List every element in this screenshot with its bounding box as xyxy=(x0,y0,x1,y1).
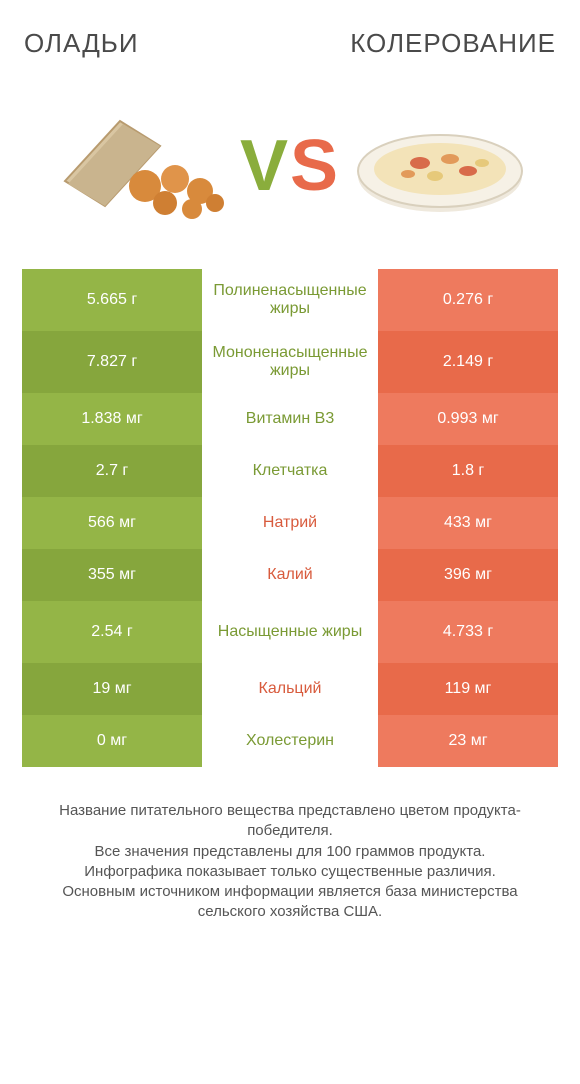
right-value: 0.276 г xyxy=(378,269,558,331)
table-row: 355 мгКалий396 мг xyxy=(22,549,558,601)
right-value: 433 мг xyxy=(378,497,558,549)
header: ОЛАДЬИ КОЛЕРОВАНИЕ xyxy=(0,0,580,71)
right-value: 23 мг xyxy=(378,715,558,767)
left-value: 0 мг xyxy=(22,715,202,767)
table-row: 1.838 мгВитамин B30.993 мг xyxy=(22,393,558,445)
nutrient-label: Кальций xyxy=(202,663,378,715)
right-value: 4.733 г xyxy=(378,601,558,663)
nutrient-label: Полиненасыщенные жиры xyxy=(202,269,378,331)
table-row: 2.7 гКлетчатка1.8 г xyxy=(22,445,558,497)
vs-letter-s: S xyxy=(290,125,340,207)
footnote: Название питательного вещества представл… xyxy=(30,801,550,923)
nutrient-label: Калий xyxy=(202,549,378,601)
left-value: 355 мг xyxy=(22,549,202,601)
left-value: 1.838 мг xyxy=(22,393,202,445)
right-product-image xyxy=(350,111,530,221)
nutrient-label: Мононенасыщенные жиры xyxy=(202,331,378,393)
vs-row: VS xyxy=(0,71,580,269)
vs-letter-v: V xyxy=(240,125,290,207)
table-row: 566 мгНатрий433 мг xyxy=(22,497,558,549)
right-value: 2.149 г xyxy=(378,331,558,393)
left-value: 7.827 г xyxy=(22,331,202,393)
left-value: 566 мг xyxy=(22,497,202,549)
table-row: 0 мгХолестерин23 мг xyxy=(22,715,558,767)
left-product-title: ОЛАДЬИ xyxy=(24,28,139,59)
vs-label: VS xyxy=(240,125,340,207)
comparison-table: 5.665 гПолиненасыщенные жиры0.276 г7.827… xyxy=(22,269,558,767)
left-value: 2.54 г xyxy=(22,601,202,663)
nutrient-label: Натрий xyxy=(202,497,378,549)
right-value: 396 мг xyxy=(378,549,558,601)
nutrient-label: Витамин B3 xyxy=(202,393,378,445)
table-row: 7.827 гМононенасыщенные жиры2.149 г xyxy=(22,331,558,393)
right-value: 0.993 мг xyxy=(378,393,558,445)
nutrient-label: Насыщенные жиры xyxy=(202,601,378,663)
left-value: 2.7 г xyxy=(22,445,202,497)
nutrient-label: Холестерин xyxy=(202,715,378,767)
left-value: 5.665 г xyxy=(22,269,202,331)
left-value: 19 мг xyxy=(22,663,202,715)
table-row: 5.665 гПолиненасыщенные жиры0.276 г xyxy=(22,269,558,331)
right-value: 119 мг xyxy=(378,663,558,715)
left-product-image xyxy=(50,111,230,221)
right-product-title: КОЛЕРОВАНИЕ xyxy=(350,28,556,59)
nutrient-label: Клетчатка xyxy=(202,445,378,497)
table-row: 2.54 гНасыщенные жиры4.733 г xyxy=(22,601,558,663)
right-value: 1.8 г xyxy=(378,445,558,497)
table-row: 19 мгКальций119 мг xyxy=(22,663,558,715)
